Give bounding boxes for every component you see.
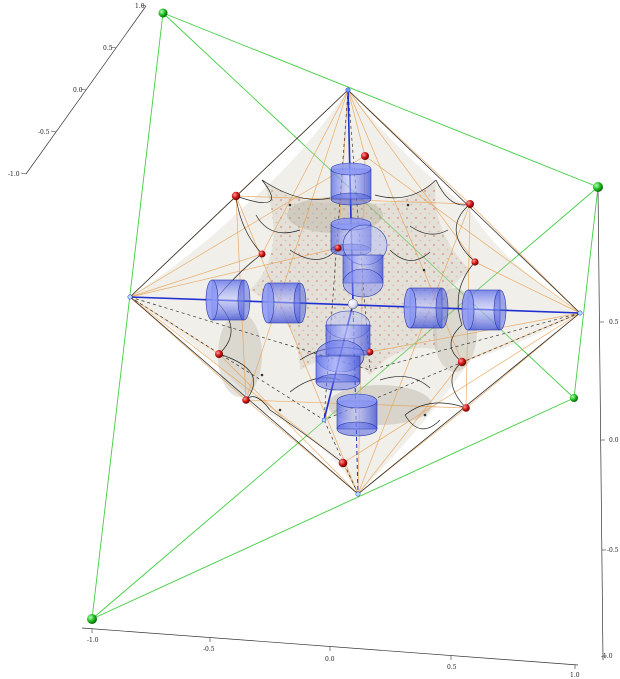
right-tick-label: 0.5 <box>609 319 619 326</box>
cylinder-left-inner <box>261 282 307 324</box>
bottom-tick-label: 0.5 <box>447 664 457 671</box>
top-left-tick-label: 1.0 <box>135 3 145 10</box>
red-sphere <box>338 458 348 468</box>
center-sphere <box>347 298 359 310</box>
red-sphere <box>231 191 241 201</box>
cylinder-bottom <box>336 393 378 437</box>
green-sphere <box>593 182 603 192</box>
red-sphere <box>457 357 467 367</box>
right-tick-label: -0.5 <box>607 547 619 554</box>
red-sphere <box>366 348 374 356</box>
red-sphere <box>466 200 474 208</box>
vertex-dots <box>127 87 583 497</box>
red-sphere <box>258 250 266 258</box>
bottom-tick-label: -0.5 <box>203 646 215 653</box>
top-left-tick-label: 0.0 <box>73 87 83 94</box>
red-spheres <box>215 152 479 468</box>
bottom-tick-label: 0.0 <box>325 656 335 663</box>
cylinder-right-outer <box>461 289 507 331</box>
cylinder-center-upper <box>342 224 388 298</box>
red-sphere <box>361 152 369 160</box>
red-sphere <box>471 258 479 266</box>
top-left-tick-label: -1.0 <box>8 171 20 178</box>
green-sphere <box>158 8 168 18</box>
green-sphere <box>570 394 578 402</box>
top-left-tick-label: 0.5 <box>103 45 113 52</box>
right-tick-label: 0.0 <box>609 437 619 444</box>
top-left-tick-label: -0.5 <box>38 129 50 136</box>
cylinder-left-outer <box>205 279 251 321</box>
red-sphere <box>215 350 223 358</box>
right-axis: 0.5 0.0 -0.5 -1.0 <box>597 187 619 661</box>
green-spheres <box>87 8 603 624</box>
green-sphere <box>87 614 97 624</box>
cylinder-top-upper <box>330 162 372 206</box>
bottom-tick-label: -1.0 <box>87 637 99 644</box>
red-sphere <box>462 404 470 412</box>
cylinder-right-inner <box>403 287 449 329</box>
bottom-tick-label: 1.0 <box>570 672 580 679</box>
red-sphere <box>242 396 250 404</box>
bottom-axis: -1.0 -0.5 0.0 0.5 1.0 <box>81 627 580 679</box>
cylinder-center-lower <box>315 310 371 391</box>
red-sphere <box>334 244 342 252</box>
right-tick-label: -1.0 <box>601 653 613 660</box>
top-left-axis: 1.0 0.5 0.0 -0.5 -1.0 <box>8 3 147 178</box>
octahedron-edges <box>129 89 581 495</box>
